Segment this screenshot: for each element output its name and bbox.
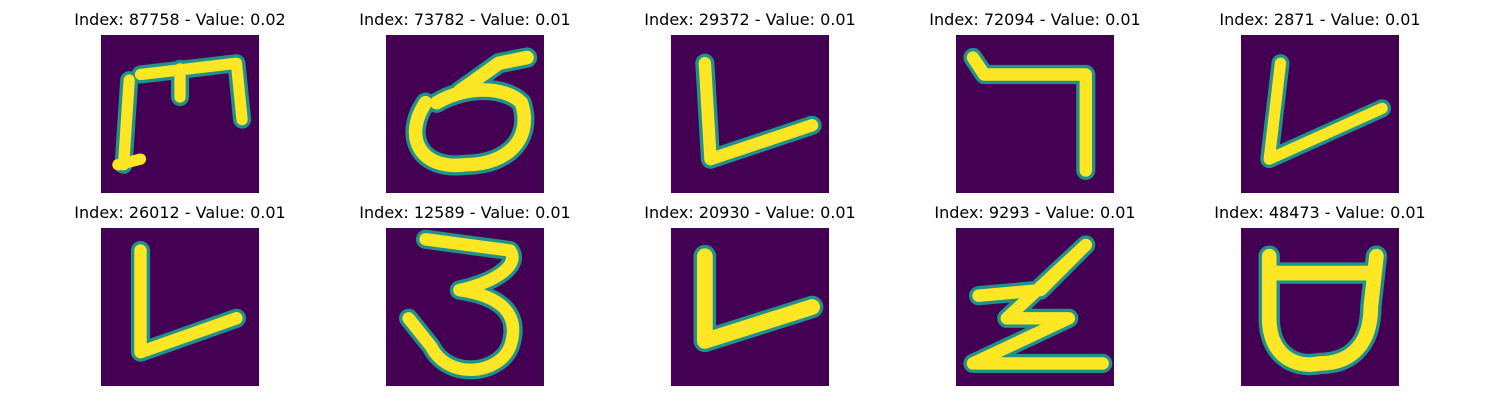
panel: Index: 72094 - Value: 0.01 [925,9,1145,199]
panel-title: Index: 48473 - Value: 0.01 [1214,203,1426,222]
panel: Index: 29372 - Value: 0.01 [640,9,860,199]
panel: Index: 48473 - Value: 0.01 [1210,202,1430,392]
panel-title: Index: 73782 - Value: 0.01 [359,10,571,29]
handwritten-glyph-image [386,228,544,386]
panel-title: Index: 2871 - Value: 0.01 [1219,10,1421,29]
panel: Index: 73782 - Value: 0.01 [355,9,575,199]
handwritten-glyph-image [1241,35,1399,193]
handwritten-glyph-image [101,35,259,193]
panel-title: Index: 26012 - Value: 0.01 [74,203,286,222]
panel: Index: 9293 - Value: 0.01 [925,202,1145,392]
panel-title: Index: 12589 - Value: 0.01 [359,203,571,222]
panel: Index: 87758 - Value: 0.02 [70,9,290,199]
panel: Index: 2871 - Value: 0.01 [1210,9,1430,199]
handwritten-glyph-image [101,228,259,386]
handwritten-glyph-image [956,35,1114,193]
panel: Index: 12589 - Value: 0.01 [355,202,575,392]
panel-title: Index: 9293 - Value: 0.01 [934,203,1136,222]
handwritten-glyph-image [386,35,544,193]
panel: Index: 26012 - Value: 0.01 [70,202,290,392]
panel-title: Index: 87758 - Value: 0.02 [74,10,286,29]
handwritten-glyph-image [671,228,829,386]
panel-title: Index: 20930 - Value: 0.01 [644,203,856,222]
panel-title: Index: 29372 - Value: 0.01 [644,10,856,29]
handwritten-glyph-image [671,35,829,193]
panel-title: Index: 72094 - Value: 0.01 [929,10,1141,29]
handwritten-glyph-image [956,228,1114,386]
handwritten-glyph-image [1241,228,1399,386]
panel: Index: 20930 - Value: 0.01 [640,202,860,392]
